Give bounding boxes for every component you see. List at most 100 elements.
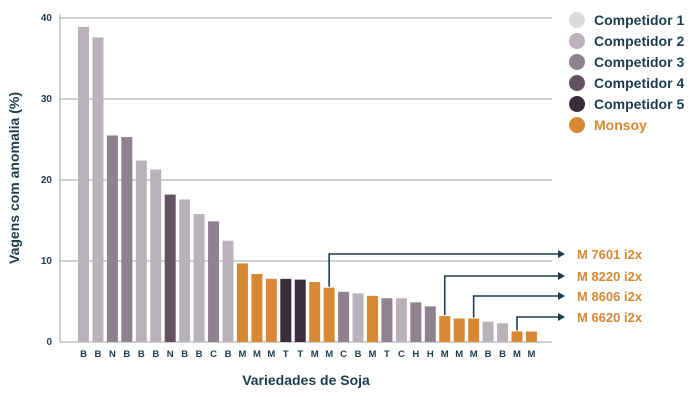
- x-tick-label: M: [238, 349, 246, 360]
- x-tick-label: B: [225, 349, 232, 360]
- annotation-connector: [443, 275, 559, 316]
- x-axis-title: Variedades de Soja: [242, 372, 370, 388]
- x-tick-label: M: [369, 349, 377, 360]
- legend-label: Competidor 3: [594, 54, 684, 70]
- bar: [92, 37, 104, 342]
- x-tick-label: M: [325, 349, 333, 360]
- x-tick-label: C: [398, 349, 405, 360]
- bar: [395, 298, 407, 342]
- bar: [338, 291, 350, 342]
- bar: [497, 323, 509, 342]
- bar: [193, 214, 205, 342]
- y-axis-title: Vagens com anomalia (%): [6, 92, 22, 264]
- x-tick-label: B: [181, 349, 188, 360]
- bar: [280, 278, 292, 342]
- x-tick-label: B: [196, 349, 203, 360]
- bar: [439, 316, 451, 342]
- bar: [367, 295, 378, 342]
- annotation-label: M 7601 i2x: [577, 247, 643, 262]
- legend-swatch: [569, 12, 585, 28]
- x-tick-label: B: [152, 349, 159, 360]
- legend-swatch: [569, 33, 585, 49]
- legend-label: Competidor 5: [594, 96, 684, 112]
- y-tick-label: 0: [46, 337, 52, 348]
- bar: [381, 298, 393, 342]
- annotation-label: M 8220 i2x: [577, 269, 643, 284]
- bar: [468, 318, 480, 342]
- legend-swatch: [569, 75, 585, 91]
- annotation-arrowhead: [558, 313, 565, 321]
- legend-label: Monsoy: [594, 117, 647, 133]
- bar: [525, 331, 537, 342]
- x-tick-label: B: [499, 349, 506, 360]
- bar: [251, 273, 263, 342]
- bar: [309, 282, 321, 342]
- bar: [482, 321, 494, 342]
- x-tick-label: T: [297, 349, 303, 360]
- x-tick-label: M: [470, 349, 478, 360]
- bar: [135, 160, 147, 342]
- bar: [78, 26, 89, 342]
- bar: [179, 199, 191, 342]
- annotation-arrowhead: [558, 292, 565, 300]
- x-tick-label: M: [527, 349, 535, 360]
- x-tick-label: T: [384, 349, 390, 360]
- x-tick-label: B: [355, 349, 362, 360]
- legend-swatch: [569, 117, 585, 133]
- y-tick-labels: 0 10 20 30 40: [41, 13, 53, 348]
- y-tick-label: 40: [41, 13, 53, 24]
- legend-swatch: [569, 96, 585, 112]
- x-tick-label: N: [167, 349, 174, 360]
- bar: [265, 278, 277, 342]
- bars: [78, 26, 537, 342]
- x-tick-label: C: [210, 349, 217, 360]
- x-tick-label: M: [311, 349, 319, 360]
- bar: [208, 221, 220, 342]
- bar: [453, 318, 465, 342]
- x-tick-label: B: [80, 349, 87, 360]
- bar: [106, 135, 118, 342]
- bar: [236, 263, 248, 342]
- bar: [164, 194, 176, 342]
- bar: [511, 331, 523, 342]
- y-tick-label: 20: [41, 175, 53, 186]
- bar: [352, 293, 364, 342]
- annotation-arrowhead: [558, 272, 565, 280]
- bar: [294, 279, 306, 342]
- bar: [323, 287, 335, 342]
- x-tick-label: T: [283, 349, 289, 360]
- annotation-connector: [472, 295, 559, 318]
- x-tick-label: C: [340, 349, 347, 360]
- x-tick-label: M: [513, 349, 521, 360]
- x-tick-label: M: [267, 349, 275, 360]
- legend-swatch: [569, 54, 585, 70]
- x-tick-label: M: [455, 349, 463, 360]
- y-tick-label: 30: [41, 94, 53, 105]
- legend: Competidor 1 Competidor 2 Competidor 3 Comp…: [569, 12, 684, 133]
- annotation-connector: [328, 253, 559, 287]
- legend-label: Competidor 2: [594, 33, 684, 49]
- annotation-label: M 6620 i2x: [577, 310, 643, 325]
- legend-label: Competidor 1: [594, 12, 684, 28]
- annotations: M 7601 i2x M 8220 i2x M 8606 i2x M 6620 i2x: [328, 247, 643, 331]
- y-tick-label: 10: [41, 256, 53, 267]
- x-tick-label: N: [109, 349, 116, 360]
- x-tick-label: H: [427, 349, 434, 360]
- bar: [410, 302, 422, 342]
- legend-label: Competidor 4: [594, 75, 684, 91]
- x-tick-label: B: [95, 349, 102, 360]
- x-tick-label: B: [123, 349, 130, 360]
- x-tick-label: B: [138, 349, 145, 360]
- x-tick-label: M: [253, 349, 261, 360]
- bar: [121, 137, 133, 342]
- annotation-connector: [516, 316, 559, 331]
- annotation-label: M 8606 i2x: [577, 289, 643, 304]
- bar: [150, 169, 162, 342]
- bar: [424, 306, 436, 342]
- x-tick-label: H: [412, 349, 419, 360]
- gridlines: [59, 14, 552, 343]
- bar: [222, 240, 234, 342]
- x-tick-label: B: [485, 349, 492, 360]
